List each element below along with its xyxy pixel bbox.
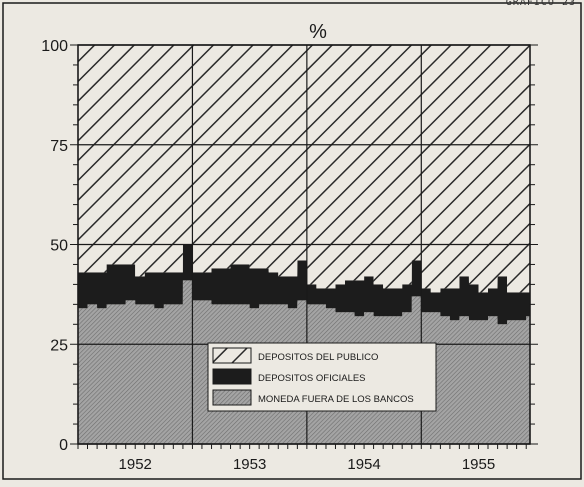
x-year-label: 1954 [347,456,380,473]
x-axis: 1952 1953 1954 1955 [77,444,527,473]
legend-label: DEPOSITOS DEL PUBLICO [258,352,378,363]
legend-swatch [212,389,252,406]
y-tick-label: 100 [41,38,68,55]
outer-border [2,2,582,480]
area-depositos-oficiales [78,244,530,325]
y-axis: 0 25 50 75 100 [41,38,538,454]
legend-swatch [212,347,252,364]
area-depositos-del-publico [78,45,530,293]
legend-label: MONEDA FUERA DE LOS BANCOS [258,394,414,405]
corner-caption: GRAFICO 23 [505,0,576,8]
area-layers [78,45,530,444]
y-tick-label: 25 [50,337,68,354]
x-year-label: 1953 [233,456,266,473]
y-tick-label: 50 [50,238,68,255]
y-tick-label: 0 [59,437,68,454]
x-year-label: 1952 [119,456,152,473]
legend-swatch [212,368,252,385]
x-year-label: 1955 [462,456,495,473]
chart-title: % [309,21,327,43]
legend: DEPOSITOS DEL PUBLICO DEPOSITOS OFICIALES… [207,342,437,412]
y-tick-label: 75 [50,138,68,155]
legend-label: DEPOSITOS OFICIALES [258,373,366,384]
